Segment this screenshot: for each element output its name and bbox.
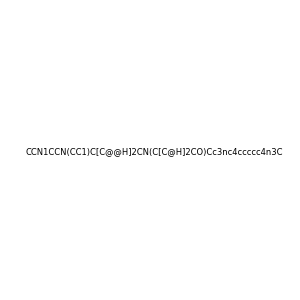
Text: CCN1CCN(CC1)C[C@@H]2CN(C[C@H]2CO)Cc3nc4ccccc4n3C: CCN1CCN(CC1)C[C@@H]2CN(C[C@H]2CO)Cc3nc4c… (25, 147, 283, 156)
